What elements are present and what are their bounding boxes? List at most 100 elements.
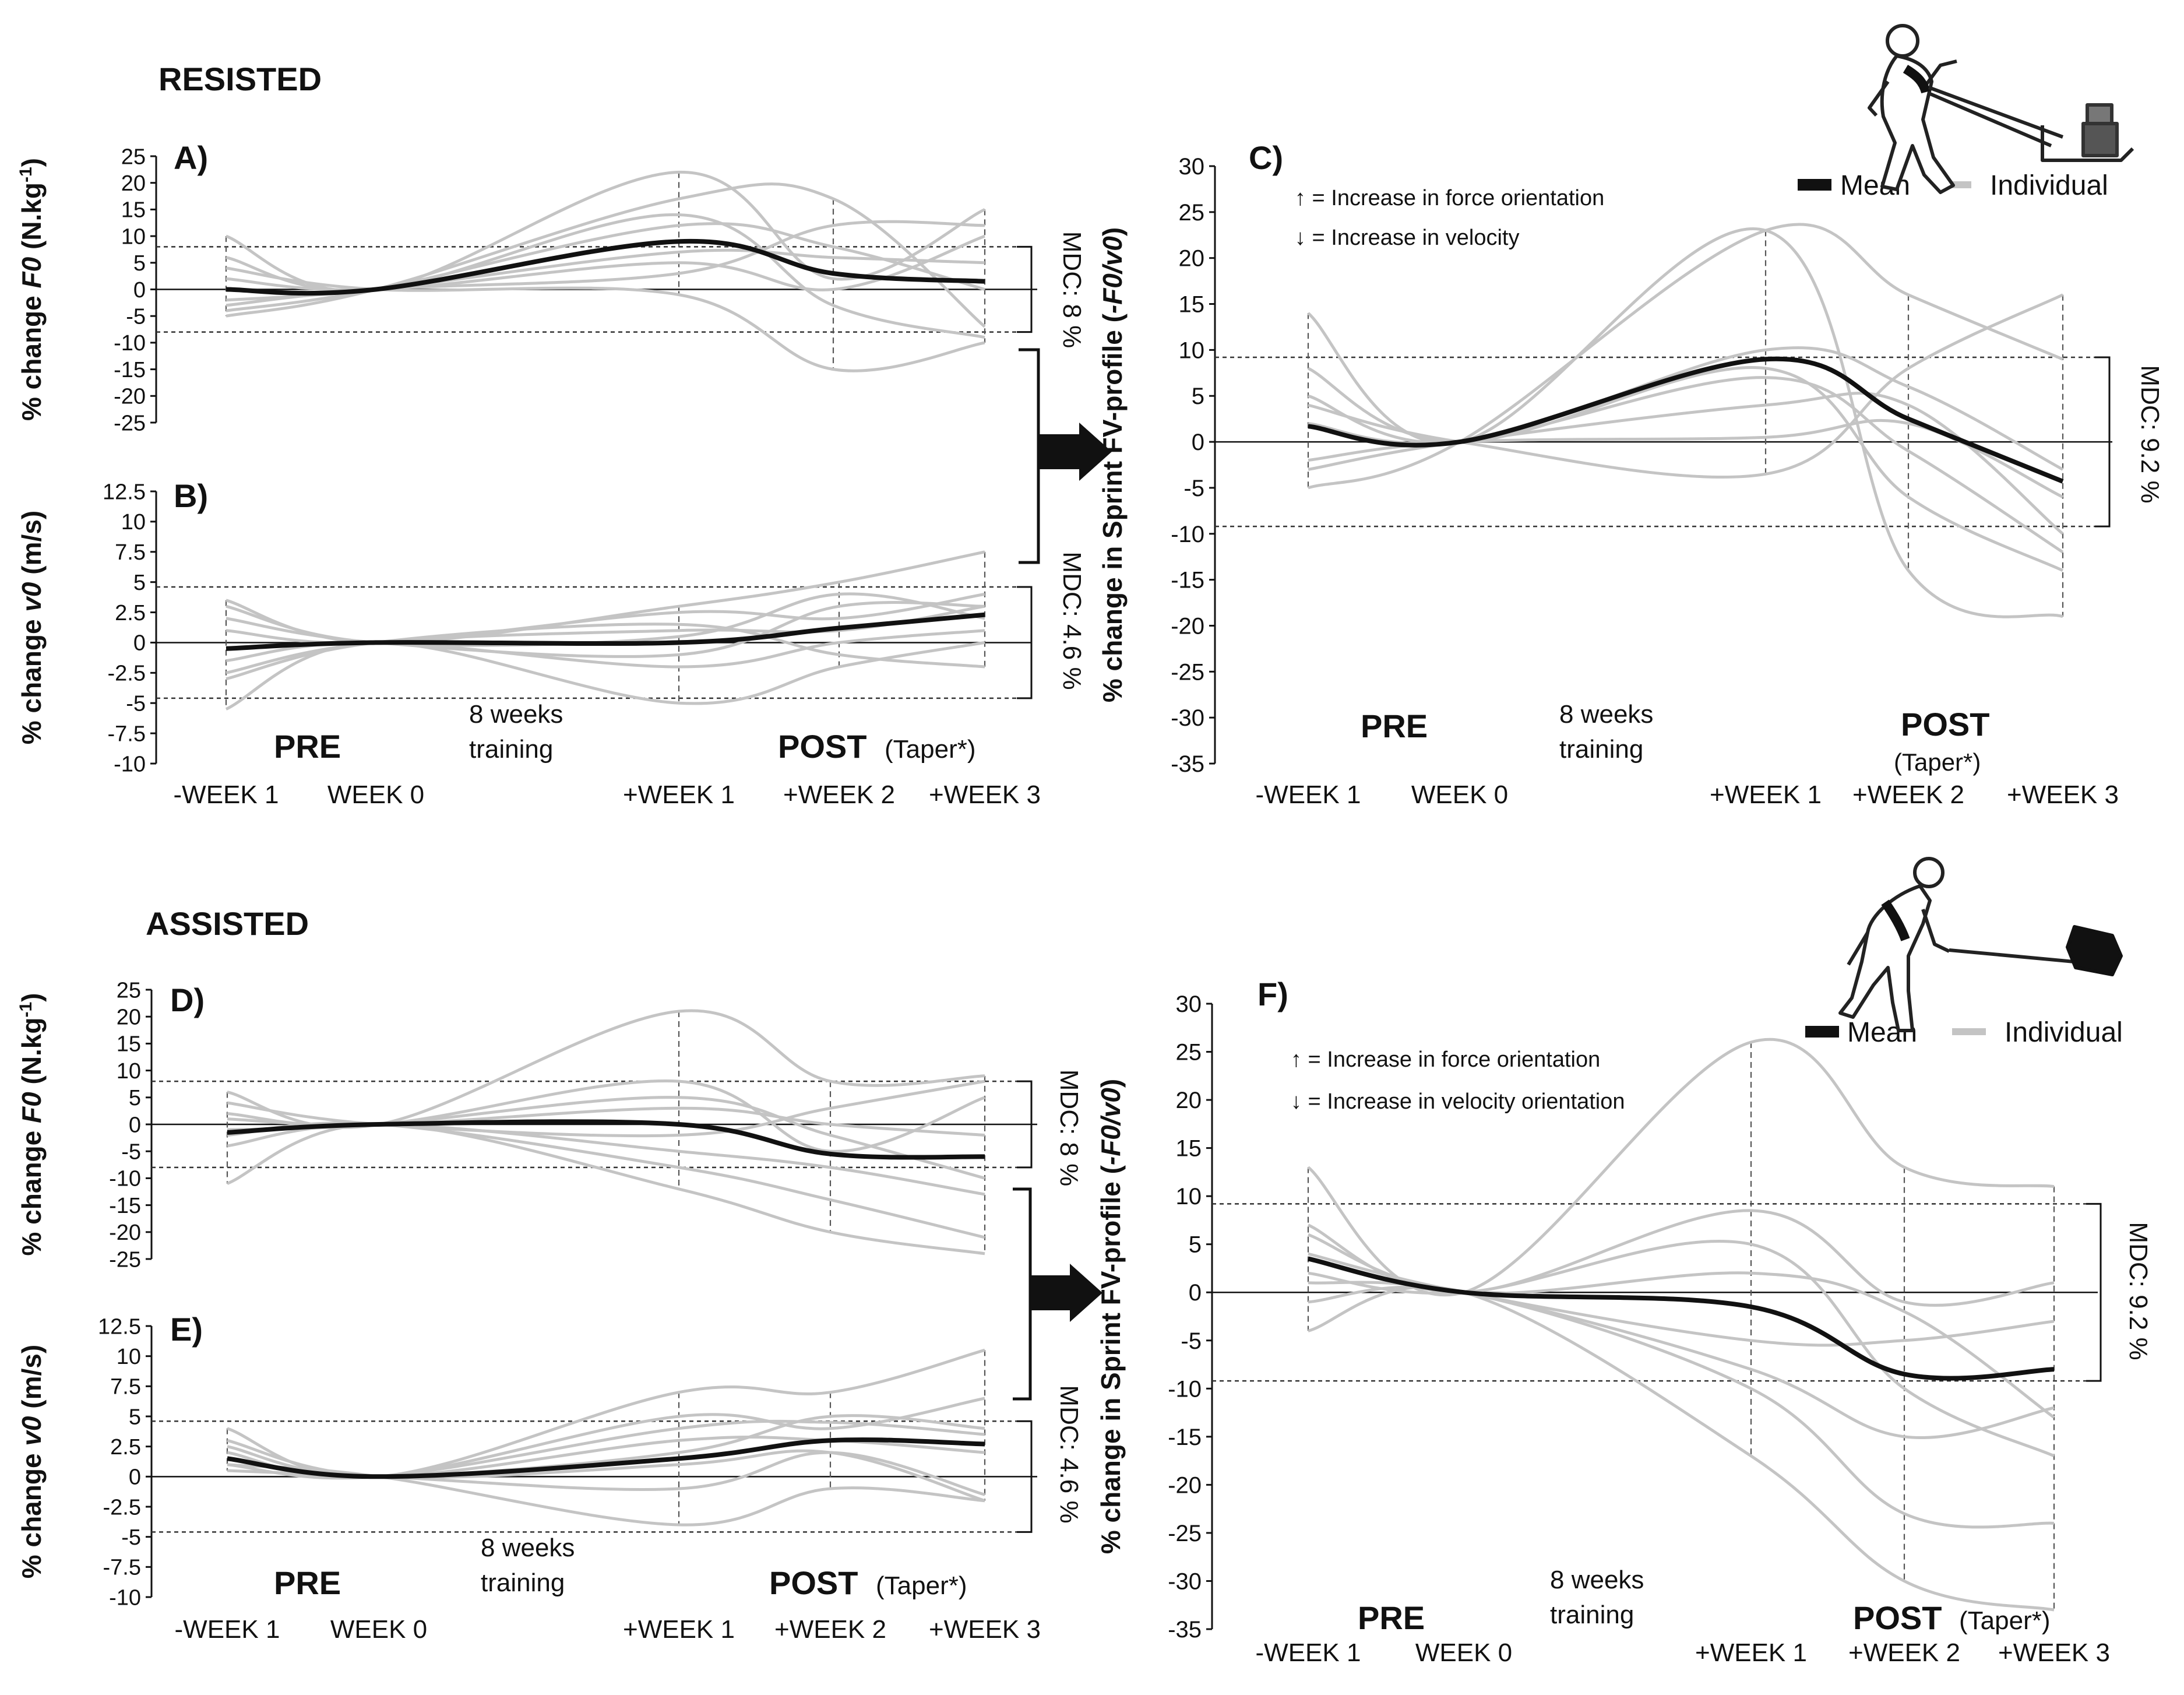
legend-mean-swatch [1798, 179, 1831, 191]
y-tick-label: 0 [1189, 1280, 1202, 1306]
mdc-bracket [1017, 1080, 1033, 1169]
phase-training-label: training [1550, 1601, 1634, 1629]
y-tick-label: 20 [117, 1005, 141, 1030]
x-tick-label: -WEEK 1 [1256, 780, 1361, 809]
legend-individual-swatch [1952, 1028, 1986, 1035]
y-axis-label: % change in Sprint FV-profile (-F0/v0) [1095, 1079, 1126, 1554]
y-tick-label: -5 [1183, 476, 1204, 501]
y-axis-label: % change F0 (N.kg-1) [16, 993, 47, 1256]
x-tick-label: +WEEK 1 [623, 1615, 735, 1644]
phase-pre-label: PRE [1361, 708, 1428, 744]
y-tick-label: -5 [121, 1525, 141, 1550]
phase-post-label: POST [1853, 1599, 1942, 1636]
y-tick-label: 7.5 [115, 540, 146, 565]
y-tick-label: -7.5 [103, 1556, 141, 1580]
individual-series-line [227, 1079, 985, 1138]
assisted-tow-icon [1838, 857, 2123, 1032]
annotation-force: ↑ = Increase in force orientation [1291, 1047, 1600, 1072]
y-tick-label: 20 [121, 171, 146, 196]
y-tick-label: 15 [121, 198, 146, 223]
phase-taper-label: (Taper*) [885, 735, 976, 764]
chart-panel-c: 30 25 20 15 10 5 0 -5 -10 -15 -20 -25 -30 -35 MDC: 9.2… [1097, 139, 2164, 809]
panel-label: F) [1257, 976, 1288, 1012]
y-tick-label: 0 [1192, 430, 1204, 455]
individual-series-line [226, 592, 985, 647]
y-tick-label: 30 [1179, 154, 1205, 180]
mdc-bracket [1017, 1420, 1033, 1533]
mdc-bracket [1017, 245, 1033, 333]
y-tick-label: -25 [109, 1247, 141, 1272]
mdc-label: MDC: 4.6 % [1055, 1385, 1083, 1523]
y-tick-label: 5 [129, 1086, 141, 1110]
phase-training-label: 8 weeks [469, 700, 563, 729]
y-tick-label: -25 [1168, 1521, 1202, 1546]
x-tick-label: WEEK 0 [1411, 780, 1508, 809]
annotation-force: ↑ = Increase in force orientation [1295, 186, 1604, 210]
y-axis-label: % change v0 (m/s) [16, 1345, 47, 1578]
y-tick-label: -10 [114, 752, 146, 776]
chart-panel-e: 12.5 10 7.5 5 2.5 0 -2.5 -5 -7.5 -10 MDC: 4.6 % E) -… [16, 1311, 1083, 1644]
arrow-right-icon [1038, 423, 1112, 481]
chart-panel-b: 12.5 10 7.5 5 2.5 0 -2.5 -5 -7.5 -10 MDC: 4.6 % B) -… [16, 477, 1086, 809]
x-tick-label: WEEK 0 [327, 780, 424, 809]
phase-taper-label: (Taper*) [876, 1571, 967, 1600]
y-tick-label: -2.5 [108, 662, 146, 686]
y-tick-label: 10 [117, 1059, 141, 1084]
y-tick-label: -35 [1168, 1617, 1202, 1643]
mdc-label: MDC: 9.2 % [2124, 1222, 2153, 1360]
y-tick-label: -20 [1168, 1472, 1202, 1498]
y-axis-label: % change in Sprint FV-profile (-F0/v0) [1097, 227, 1128, 702]
mdc-label: MDC: 8 % [1055, 1070, 1083, 1186]
panel-label: C) [1249, 139, 1283, 176]
mean-series-line [1308, 1256, 2055, 1381]
y-tick-label: 5 [129, 1405, 141, 1429]
panel-label: B) [174, 477, 208, 514]
legend-individual-label: Individual [2005, 1017, 2123, 1048]
mdc-label: MDC: 8 % [1058, 231, 1086, 348]
y-tick-label: -5 [121, 1140, 141, 1165]
y-tick-label: 10 [121, 510, 146, 534]
mdc-bracket [2095, 356, 2111, 528]
y-tick-label: 2.5 [110, 1435, 141, 1460]
y-tick-label: 20 [1179, 246, 1205, 272]
y-tick-label: 10 [1176, 1184, 1202, 1209]
mdc-bracket [2086, 1202, 2102, 1382]
individual-series-line [1308, 1233, 2055, 1419]
chart-panel-f: 30 25 20 15 10 5 0 -5 -10 -15 -20 -25 -30 -35 MDC: 9.2… [1095, 976, 2153, 1667]
y-tick-label: 5 [133, 571, 146, 595]
legend-resisted: Mean Individual [1798, 170, 2108, 201]
y-tick-label: 0 [129, 1465, 141, 1490]
y-tick-label: -20 [1171, 613, 1204, 639]
mean-series-line [227, 1119, 985, 1160]
annotation-velocity: ↓ = Increase in velocity orientation [1291, 1089, 1625, 1114]
mdc-bracket [1017, 586, 1033, 699]
y-tick-label: 0 [129, 1113, 141, 1137]
y-tick-label: -10 [109, 1585, 141, 1610]
x-tick-label: -WEEK 1 [1256, 1638, 1361, 1667]
x-tick-label: +WEEK 1 [1695, 1638, 1807, 1667]
x-tick-label: +WEEK 2 [1848, 1638, 1960, 1667]
y-tick-label: 15 [117, 1032, 141, 1057]
mean-series-line [226, 238, 985, 296]
x-tick-label: -WEEK 1 [174, 780, 279, 809]
mean-series-line [1308, 356, 2064, 484]
sled-pull-icon [1868, 24, 2134, 194]
y-tick-label: -5 [1181, 1328, 1202, 1354]
section-title-assisted: ASSISTED [146, 905, 309, 942]
y-tick-label: 0 [133, 278, 146, 303]
y-tick-label: -15 [1171, 568, 1204, 593]
phase-pre-label: PRE [274, 1564, 341, 1601]
y-axis-label: % change v0 (m/s) [16, 511, 47, 744]
phase-training-label: 8 weeks [1550, 1566, 1644, 1594]
individual-series-line [227, 1419, 985, 1480]
legend-assisted: Mean Individual [1805, 1017, 2123, 1048]
x-tick-label: WEEK 0 [1415, 1638, 1512, 1667]
y-tick-label: 15 [1176, 1136, 1202, 1162]
mdc-label: MDC: 4.6 % [1058, 551, 1086, 690]
x-tick-label: -WEEK 1 [175, 1615, 280, 1644]
individual-series-line [226, 222, 985, 312]
y-tick-label: -10 [1168, 1376, 1202, 1402]
annotation-velocity: ↓ = Increase in velocity [1295, 226, 1519, 250]
